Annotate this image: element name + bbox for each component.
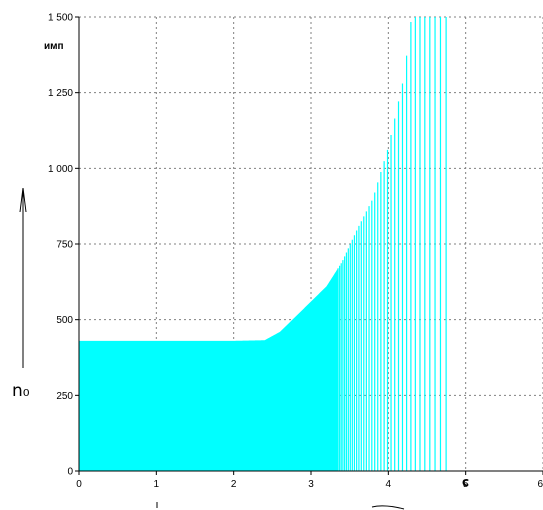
x-unit-label: c	[462, 475, 469, 489]
data-area	[79, 17, 447, 471]
y-tick-label: 250	[56, 391, 73, 402]
x-tick-label: 0	[76, 479, 82, 490]
y-tick-label: 1 000	[48, 164, 73, 175]
area-solid	[79, 268, 339, 471]
y-tick-label: 750	[56, 240, 73, 251]
y-unit-label: имп	[44, 41, 64, 52]
x-axis-ticks: 0 1 2 3 4 5 6	[76, 471, 543, 490]
y-tick-label: 1 250	[48, 88, 73, 99]
y-axis-ticks: 0 250 500 750 1 000 1 250 1 500	[48, 13, 79, 478]
y-tick-label: 0	[67, 467, 73, 478]
y-quantity-symbol: n₀	[12, 381, 30, 401]
x-tick-label: 2	[231, 479, 237, 490]
y-quantity-arrow	[19, 187, 27, 368]
x-tick-label: 1	[154, 479, 160, 490]
x-tick-label: 5	[463, 479, 469, 490]
x-tick-label: 3	[308, 479, 314, 490]
y-tick-label: 1 500	[48, 13, 73, 24]
x-tick-label: 6	[537, 479, 543, 490]
bottom-decorative-stroke	[371, 505, 405, 510]
y-tick-label: 500	[56, 315, 73, 326]
x-tick-label: 4	[386, 479, 392, 490]
